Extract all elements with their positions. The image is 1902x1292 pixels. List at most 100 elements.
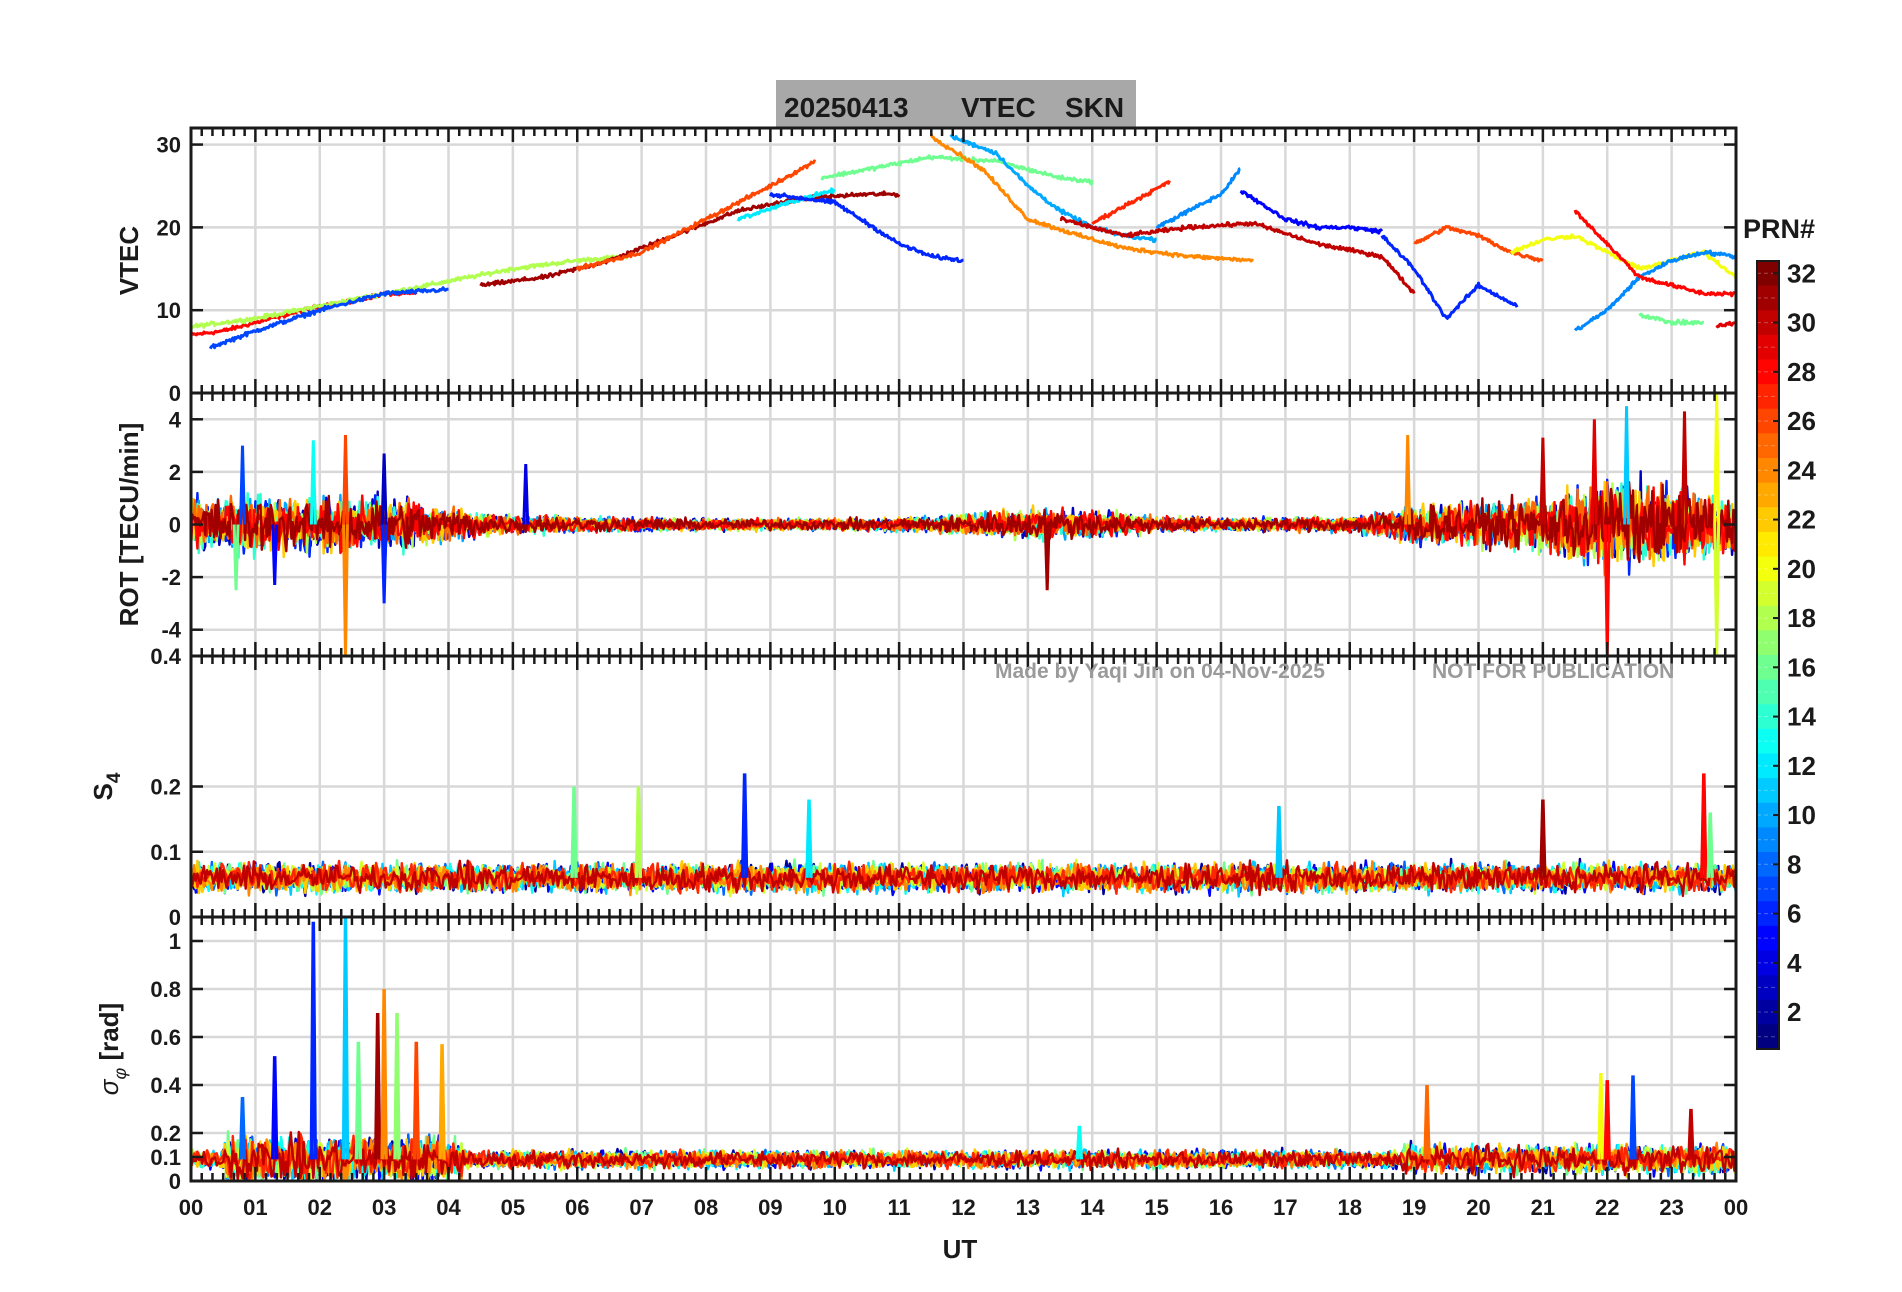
sigma_phi-spike [1603, 1080, 1611, 1160]
panel-data [191, 773, 1736, 898]
colorbar-tick-label: 2 [1787, 997, 1801, 1027]
y-axis-label: ROT [TECU/min] [114, 423, 144, 627]
sigma_phi-spike [1423, 1084, 1431, 1160]
colorbar-segment [1757, 433, 1779, 459]
x-tick-label: 08 [694, 1195, 718, 1220]
s4-spike [805, 799, 813, 878]
colorbar-tick-label: 6 [1787, 899, 1801, 929]
vtec-series-prn-7 [208, 286, 449, 350]
vtec-series-prn-9 [1573, 249, 1736, 332]
sigma_phi-spike [374, 1012, 382, 1160]
rot-spike [380, 453, 388, 525]
vtec-series-prn-6 [769, 192, 964, 264]
title-box: 20250413 VTEC SKN [776, 80, 1136, 130]
vtec-series-prn-26 [1413, 224, 1544, 263]
colorbar-tick-label: 20 [1787, 554, 1816, 584]
x-tick-label: 12 [951, 1195, 975, 1220]
y-tick-label: 0.4 [150, 1073, 181, 1098]
sigma_phi-spike [309, 921, 317, 1160]
y-tick-label: 10 [157, 298, 181, 323]
x-axis-label: UT [943, 1234, 978, 1264]
panel-s4: 0 0.1 0.2 0.4 S4 [88, 644, 1738, 930]
colorbar-segment [1757, 728, 1779, 755]
colorbar-segment [1757, 458, 1779, 484]
colorbar-tick-label: 12 [1787, 751, 1816, 781]
title-station: SKN [1065, 92, 1124, 123]
colorbar-tick-label: 8 [1787, 849, 1801, 879]
vtec-series-prn-29 [1715, 320, 1736, 329]
colorbar-segment [1757, 334, 1779, 361]
y-tick-label: 0 [169, 1169, 181, 1194]
rot-spike [342, 435, 349, 525]
s4-spike [740, 773, 749, 878]
colorbar-border [1756, 260, 1780, 1050]
colorbar-segment [1757, 999, 1779, 1025]
colorbar-segment [1757, 507, 1779, 533]
sigma_phi-spike [380, 988, 388, 1160]
s4-spike [1275, 806, 1283, 878]
sigma_phi-spike [438, 1044, 446, 1160]
y-tick-label: 0.2 [150, 775, 181, 800]
colorbar-segment [1757, 531, 1779, 558]
colorbar-tick-label: 16 [1787, 652, 1816, 682]
panel-rot: -4 -2 0 2 4 ROT [TECU/min] [114, 391, 1738, 658]
colorbar-tick-label: 14 [1787, 702, 1816, 732]
vtec-series-prn-6 [1380, 234, 1519, 320]
panel-data [191, 393, 1736, 656]
colorbar-tick-label: 32 [1787, 258, 1816, 288]
x-tick-label: 15 [1144, 1195, 1168, 1220]
y-tick-label: 1 [169, 929, 181, 954]
colorbar-tick-label: 4 [1787, 948, 1802, 978]
colorbar-segment [1757, 630, 1779, 656]
colorbar-segment [1757, 556, 1779, 582]
vtec-series-prn-30 [1059, 216, 1416, 295]
title-date: 20250413 [784, 92, 909, 123]
x-tick-label: 16 [1209, 1195, 1233, 1220]
rot-spike [1713, 393, 1721, 525]
y-tick-label: 0.4 [150, 644, 181, 669]
y-axis-label: S4 [88, 772, 125, 800]
colorbar-tick-label: 18 [1787, 603, 1816, 633]
x-tick-label: 09 [758, 1195, 782, 1220]
colorbar-segment [1757, 778, 1779, 804]
rot-spike [342, 524, 349, 656]
sigma_phi-spike [1597, 1072, 1605, 1160]
y-tick-label: 4 [169, 407, 182, 432]
colorbar-segment [1757, 285, 1779, 311]
x-tick-label: 00 [1724, 1195, 1748, 1220]
colorbar-segment [1757, 1024, 1779, 1050]
title-box-background [776, 80, 1136, 130]
y-tick-label: 0.6 [150, 1025, 181, 1050]
rot-spike [1603, 524, 1611, 656]
x-tick-label: 17 [1273, 1195, 1297, 1220]
x-tick-label: 23 [1659, 1195, 1683, 1220]
rot-spike [1404, 435, 1412, 525]
y-axis-label: VTEC [114, 226, 144, 296]
y-tick-label: 0 [169, 905, 181, 930]
x-tick-label: 10 [823, 1195, 847, 1220]
rot-spike [1713, 524, 1721, 656]
vtec-series-prn-16 [1638, 312, 1705, 326]
panel-sigma_phi: 00.10.2 0.4 0.6 0.8 1 σφ [rad] [94, 915, 1738, 1194]
colorbar-segment [1757, 975, 1779, 1001]
y-tick-label: 0.1 [150, 840, 181, 865]
x-tick-label: 20 [1466, 1195, 1490, 1220]
colorbar-segment [1757, 950, 1779, 976]
x-tick-label: 18 [1338, 1195, 1362, 1220]
watermark-notice: NOT FOR PUBLICATION [1432, 660, 1674, 683]
y-tick-label: 0 [169, 381, 181, 406]
rot-spike [239, 445, 246, 525]
x-tick-label: 05 [501, 1195, 525, 1220]
rot-spike [522, 463, 530, 525]
x-tick-label: 22 [1595, 1195, 1619, 1220]
colorbar-segment [1757, 852, 1779, 878]
vtec-series-prn-9 [1155, 167, 1241, 230]
y-tick-label: 0 [169, 513, 181, 538]
rot-spike [380, 524, 388, 604]
y-tick-label: 0.2 [150, 1121, 181, 1146]
vtec-series-prn-26 [575, 159, 817, 272]
panel-data [191, 134, 1736, 350]
colorbar-segment [1757, 655, 1779, 681]
s4-series-prn-30 [191, 859, 1736, 898]
